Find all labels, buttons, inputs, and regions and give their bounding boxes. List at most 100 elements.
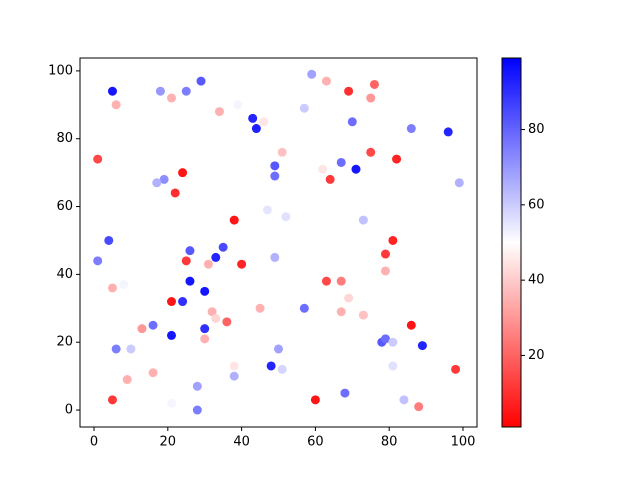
point bbox=[178, 168, 188, 178]
x-tick-label: 20 bbox=[160, 435, 177, 450]
point bbox=[321, 276, 331, 286]
point bbox=[200, 286, 210, 296]
point bbox=[366, 147, 376, 157]
x-tick-label: 40 bbox=[233, 435, 250, 450]
colorbar bbox=[501, 57, 522, 428]
point bbox=[181, 86, 191, 96]
point bbox=[270, 161, 280, 171]
point bbox=[318, 164, 328, 174]
point bbox=[107, 283, 117, 293]
point bbox=[414, 402, 424, 412]
point bbox=[137, 324, 147, 334]
point bbox=[200, 334, 210, 344]
point bbox=[167, 398, 177, 408]
point bbox=[270, 252, 280, 262]
point bbox=[380, 266, 390, 276]
point bbox=[336, 307, 346, 317]
point bbox=[119, 280, 129, 290]
point bbox=[207, 307, 217, 317]
point bbox=[229, 361, 239, 371]
y-tick-label: 20 bbox=[56, 335, 73, 350]
y-tick-label: 0 bbox=[65, 403, 73, 418]
point bbox=[218, 242, 228, 252]
point bbox=[185, 276, 195, 286]
point bbox=[178, 297, 188, 307]
x-tick-label: 0 bbox=[90, 435, 98, 450]
point bbox=[152, 178, 162, 188]
point bbox=[388, 361, 398, 371]
point bbox=[266, 361, 276, 371]
point bbox=[281, 212, 291, 222]
point bbox=[380, 249, 390, 259]
point bbox=[111, 344, 121, 354]
point bbox=[380, 334, 390, 344]
point bbox=[200, 324, 210, 334]
point bbox=[159, 174, 169, 184]
point bbox=[214, 107, 224, 117]
point bbox=[229, 371, 239, 381]
point bbox=[270, 171, 280, 181]
point bbox=[443, 127, 453, 137]
point bbox=[122, 375, 132, 385]
point bbox=[211, 313, 221, 323]
y-tick-label: 40 bbox=[56, 267, 73, 282]
point bbox=[336, 157, 346, 167]
point bbox=[358, 215, 368, 225]
point bbox=[344, 293, 354, 303]
point bbox=[392, 154, 402, 164]
point bbox=[196, 76, 206, 86]
point bbox=[399, 395, 409, 405]
point bbox=[262, 205, 272, 215]
point bbox=[192, 381, 202, 391]
point bbox=[111, 100, 121, 110]
point bbox=[233, 100, 243, 110]
point bbox=[358, 310, 368, 320]
colorbar-tick-label: 60 bbox=[528, 197, 545, 212]
point bbox=[222, 317, 232, 327]
point bbox=[351, 164, 361, 174]
x-tick-label: 60 bbox=[307, 435, 324, 450]
point bbox=[277, 364, 287, 374]
point bbox=[155, 86, 165, 96]
point bbox=[310, 395, 320, 405]
point bbox=[237, 259, 247, 269]
point bbox=[277, 147, 287, 157]
point bbox=[406, 320, 416, 330]
point bbox=[347, 117, 357, 127]
point bbox=[107, 86, 117, 96]
point bbox=[148, 368, 158, 378]
point bbox=[451, 364, 461, 374]
point bbox=[167, 330, 177, 340]
point bbox=[104, 235, 114, 245]
colorbar-tick-label: 40 bbox=[528, 273, 545, 288]
point bbox=[406, 124, 416, 134]
point bbox=[181, 256, 191, 266]
point bbox=[369, 79, 379, 89]
y-tick-label: 60 bbox=[56, 199, 73, 214]
colorbar-tick-label: 80 bbox=[528, 122, 545, 137]
point bbox=[299, 303, 309, 313]
point bbox=[192, 405, 202, 415]
point bbox=[366, 93, 376, 103]
point bbox=[229, 215, 239, 225]
point bbox=[170, 188, 180, 198]
point bbox=[211, 252, 221, 262]
point bbox=[259, 117, 269, 127]
point bbox=[344, 86, 354, 96]
point bbox=[388, 235, 398, 245]
point bbox=[299, 103, 309, 113]
point bbox=[274, 344, 283, 354]
point bbox=[388, 337, 398, 347]
point bbox=[167, 93, 177, 103]
y-tick-label: 80 bbox=[56, 131, 73, 146]
point bbox=[148, 320, 158, 330]
plot-frame bbox=[79, 57, 478, 428]
point bbox=[340, 388, 350, 398]
point bbox=[248, 113, 258, 123]
point bbox=[336, 276, 346, 286]
point bbox=[307, 69, 317, 79]
point bbox=[185, 246, 195, 256]
point bbox=[454, 178, 464, 188]
x-tick-label: 80 bbox=[381, 435, 398, 450]
